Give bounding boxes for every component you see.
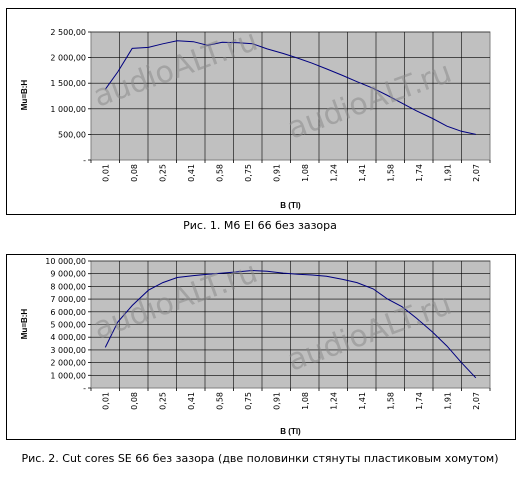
y-tick-label: - bbox=[83, 156, 86, 165]
chart-2-caption: Рис. 2. Cut cores SE 66 без зазора (две … bbox=[21, 452, 499, 465]
x-tick-label: 0,08 bbox=[130, 164, 139, 182]
x-tick-label: 1,08 bbox=[301, 392, 310, 410]
y-tick-label: 1 000,00 bbox=[50, 105, 86, 114]
y-tick-label: 7 000,00 bbox=[50, 295, 86, 304]
x-tick-label: 1,74 bbox=[415, 164, 424, 182]
y-tick-label: 6 000,00 bbox=[50, 308, 86, 317]
x-tick-label: 0,75 bbox=[244, 392, 253, 410]
x-tick-label: 0,91 bbox=[272, 392, 281, 410]
y-axis-title: Mu=B:H bbox=[20, 80, 29, 111]
y-tick-label: 2 000,00 bbox=[50, 54, 86, 63]
y-tick-label: - bbox=[83, 384, 86, 393]
x-tick-label: 0,75 bbox=[244, 164, 253, 182]
x-tick-label: 1,58 bbox=[386, 392, 395, 410]
y-tick-label: 1 500,00 bbox=[50, 79, 86, 88]
x-tick-label: 1,41 bbox=[358, 164, 367, 182]
x-tick-label: 1,91 bbox=[443, 392, 452, 410]
y-tick-label: 2 500,00 bbox=[50, 28, 86, 37]
chart-panel-1: - 500,00 1 000,00 1 500,00 2 000,00 2 500,00 0… bbox=[0, 0, 520, 232]
x-tick-label: 2,07 bbox=[472, 164, 481, 182]
x-axis-title: B (Tl) bbox=[280, 427, 301, 436]
series-line bbox=[104, 269, 477, 379]
x-tick-label: 0,01 bbox=[101, 164, 110, 182]
x-tick-label: 0,91 bbox=[272, 164, 281, 182]
chart-panel-2: - 1 000,00 2 000,00 3 000,00 4 000,00 5 000,0… bbox=[0, 246, 520, 479]
x-tick-label: 1,24 bbox=[329, 392, 338, 410]
chart-2-svg: - 1 000,00 2 000,00 3 000,00 4 000,00 5 000,0… bbox=[20, 255, 491, 436]
x-tick-label: 1,58 bbox=[386, 164, 395, 182]
series-line bbox=[104, 40, 476, 135]
y-tick-label: 8 000,00 bbox=[50, 282, 86, 291]
y-tick-label: 4 000,00 bbox=[50, 333, 86, 342]
x-tick-label: 0,25 bbox=[158, 392, 167, 410]
y-tick-label: 10 000,00 bbox=[45, 257, 86, 266]
x-tick-label: 1,41 bbox=[358, 392, 367, 410]
x-tick-label: 1,74 bbox=[415, 392, 424, 410]
y-tick-label: 9 000,00 bbox=[50, 270, 86, 279]
x-tick-label: 0,58 bbox=[215, 392, 224, 410]
x-tick-label: 0,01 bbox=[101, 392, 110, 410]
x-tick-label: 0,58 bbox=[215, 164, 224, 182]
x-tick-label: 1,08 bbox=[301, 164, 310, 182]
y-tick-label: 500,00 bbox=[58, 130, 86, 139]
y-tick-label: 1 000,00 bbox=[50, 371, 86, 380]
x-tick-label: 0,41 bbox=[187, 164, 196, 182]
x-tick-label: 0,25 bbox=[158, 164, 167, 182]
x-axis-title: B (Tl) bbox=[280, 201, 301, 210]
x-tick-label: 1,24 bbox=[329, 164, 338, 182]
y-tick-label: 2 000,00 bbox=[50, 359, 86, 368]
x-tick-label: 0,41 bbox=[187, 392, 196, 410]
y-tick-label: 5 000,00 bbox=[50, 321, 86, 330]
x-tick-label: 1,91 bbox=[443, 164, 452, 182]
chart-1-svg: - 500,00 1 000,00 1 500,00 2 000,00 2 500,00 0… bbox=[20, 23, 491, 210]
x-tick-label: 2,07 bbox=[472, 392, 481, 410]
chart-1-caption: Рис. 1. M6 EI 66 без зазора bbox=[183, 219, 337, 232]
y-axis-title: Mu=B:H bbox=[20, 309, 29, 340]
x-tick-label: 0,08 bbox=[130, 392, 139, 410]
y-tick-label: 3 000,00 bbox=[50, 346, 86, 355]
